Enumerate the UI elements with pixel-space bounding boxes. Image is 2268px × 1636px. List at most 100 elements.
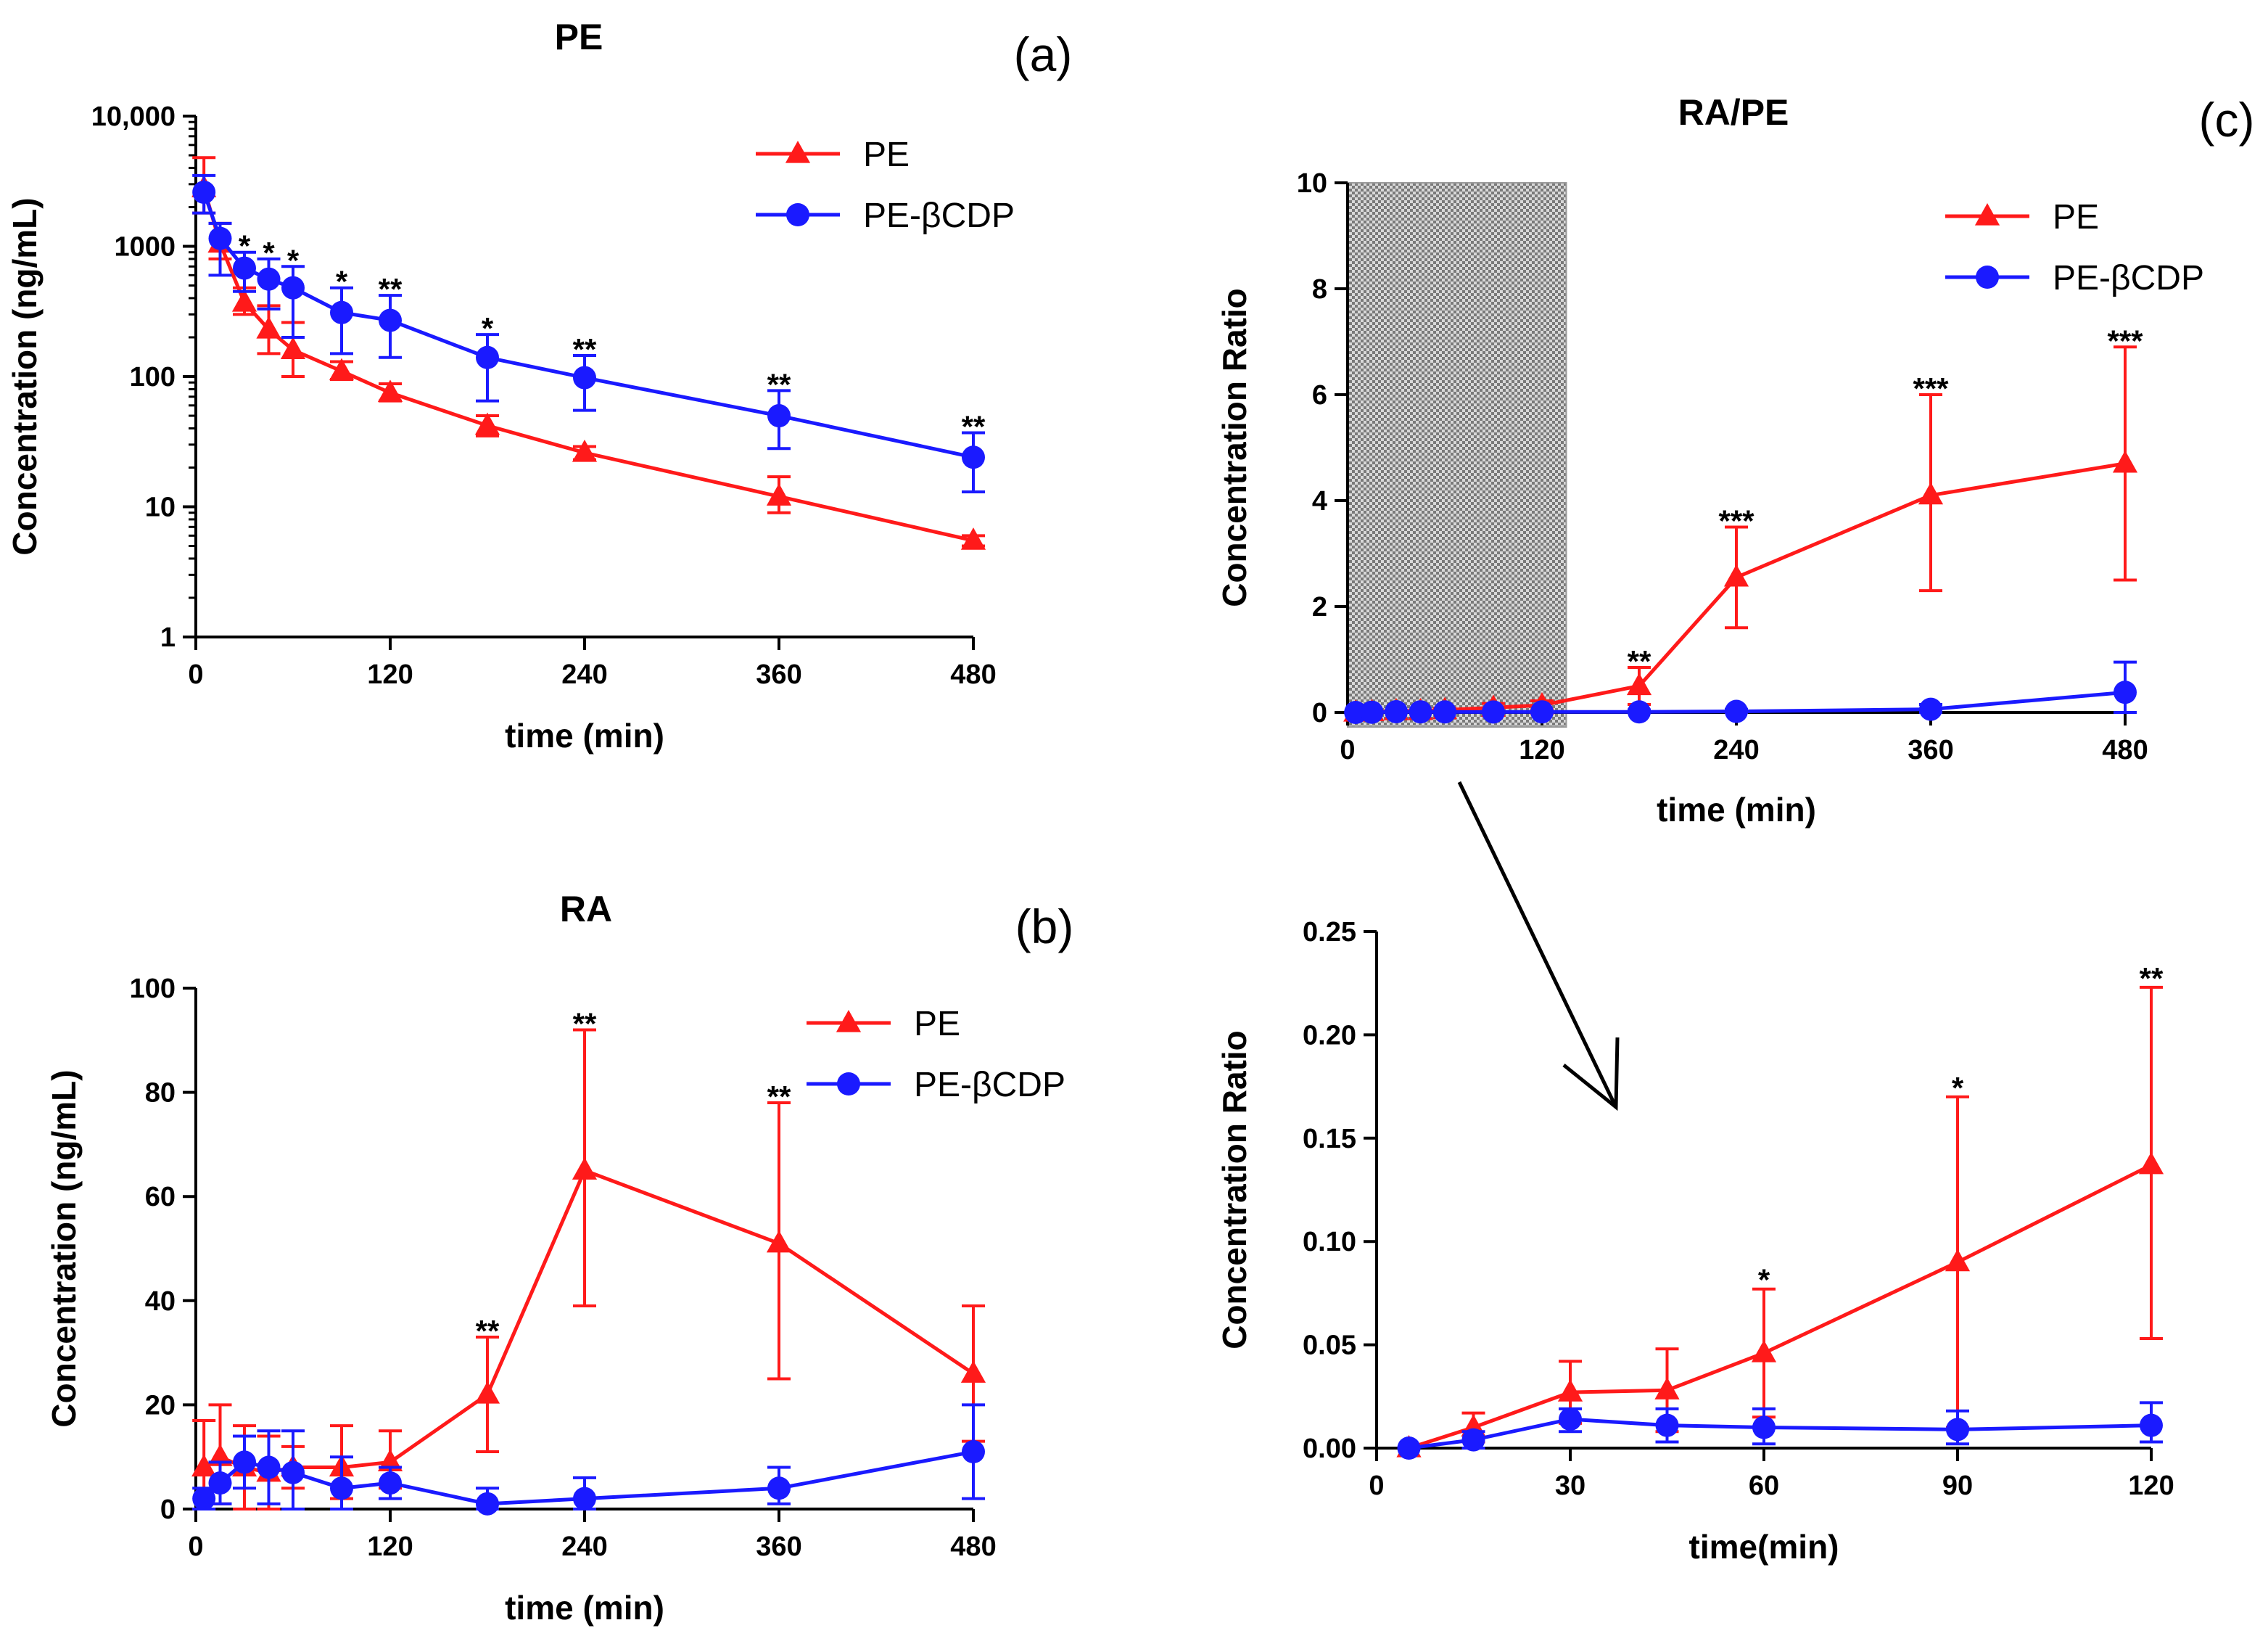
x-tick-label: 480 xyxy=(2102,735,2148,765)
significance-marker: * xyxy=(287,243,300,277)
y-tick-label: 4 xyxy=(1312,486,1327,517)
y-tick-label: 0.20 xyxy=(1303,1020,1356,1051)
significance-marker: ** xyxy=(767,1080,791,1114)
y-tick-label: 80 xyxy=(145,1078,176,1109)
y-axis-label: Concentration (ng/mL) xyxy=(45,1069,83,1427)
significance-marker: ** xyxy=(1628,644,1651,678)
y-axis-label: Concentration Ratio xyxy=(1216,1030,1253,1349)
data-point xyxy=(1752,1415,1776,1439)
series-line xyxy=(202,192,974,459)
data-point xyxy=(280,337,306,359)
significance-marker: ** xyxy=(2140,961,2164,995)
significance-marker: * xyxy=(1952,1071,1964,1105)
significance-marker: ** xyxy=(573,1006,597,1040)
data-point xyxy=(2138,1151,2164,1175)
data-point xyxy=(1530,700,1554,724)
y-tick-label: 0.15 xyxy=(1303,1124,1356,1154)
x-axis-label: time(min) xyxy=(1689,1528,1839,1566)
legend-label: PE-βCDP xyxy=(863,197,1015,235)
data-point xyxy=(379,1471,402,1495)
series-line xyxy=(1408,1163,2153,1450)
legend-label: PE-βCDP xyxy=(914,1066,1065,1104)
significance-marker: *** xyxy=(2107,324,2143,358)
x-tick-label: 0 xyxy=(1340,735,1355,765)
significance-marker: ** xyxy=(379,272,403,306)
x-axis-label: time (min) xyxy=(505,717,664,755)
data-point xyxy=(2114,681,2137,704)
data-point xyxy=(1626,673,1652,696)
data-point xyxy=(330,300,353,324)
arrow-head xyxy=(1562,1037,1620,1111)
y-tick-label: 6 xyxy=(1312,380,1327,411)
y-tick-label: 1 xyxy=(160,622,176,653)
data-point xyxy=(767,404,791,428)
data-point xyxy=(962,445,985,469)
x-tick-label: 240 xyxy=(561,659,607,690)
legend: PE PE-βCDP xyxy=(756,136,1015,235)
chart-c: 0 120 240 360 480 0 2 4 6 8 10 time (min) Concentrat… xyxy=(1216,92,2254,829)
y-axis-label: Concentration (ng/mL) xyxy=(6,197,44,555)
x-tick-label: 360 xyxy=(756,659,801,690)
x-tick-label: 0 xyxy=(188,1532,203,1562)
y-tick-label: 0.25 xyxy=(1303,917,1356,948)
data-point xyxy=(191,1454,217,1477)
data-point xyxy=(1559,1407,1582,1431)
series-pe-bcdp xyxy=(1344,660,2137,724)
x-tick-label: 0 xyxy=(188,659,203,690)
significance-marker: * xyxy=(239,229,251,263)
data-point xyxy=(474,412,500,435)
series-pe xyxy=(191,1028,986,1510)
legend: PE PE-βCDP xyxy=(807,1005,1065,1104)
significance-marker: ** xyxy=(476,1314,500,1348)
panel-label: (c) xyxy=(2199,93,2255,147)
legend-marker xyxy=(1974,203,2000,226)
legend-marker xyxy=(1976,266,1999,289)
legend: PE PE-βCDP xyxy=(1945,198,2204,297)
data-point xyxy=(281,1460,305,1484)
y-tick-label: 0 xyxy=(1312,698,1327,728)
legend-label: PE xyxy=(2053,198,2099,237)
series-pe-bcdp xyxy=(1397,1401,2163,1460)
data-point xyxy=(1409,700,1432,724)
data-point xyxy=(476,1492,499,1516)
chart-title: RA/PE xyxy=(1678,92,1789,133)
data-point xyxy=(330,1476,353,1500)
series-line xyxy=(202,1168,975,1475)
data-point xyxy=(1482,700,1505,724)
data-point xyxy=(257,1455,281,1479)
data-point xyxy=(1344,701,1368,724)
panel-label: (a) xyxy=(1014,28,1073,81)
data-point xyxy=(1385,699,1408,723)
y-tick-label: 40 xyxy=(145,1286,176,1317)
y-tick-label: 10 xyxy=(1297,168,1327,199)
data-point xyxy=(573,366,596,390)
x-tick-label: 30 xyxy=(1555,1471,1585,1501)
data-point xyxy=(1655,1413,1679,1437)
significance-marker: *** xyxy=(1718,504,1754,538)
data-point xyxy=(329,358,355,381)
significance-marker: * xyxy=(482,311,494,345)
y-tick-label: 0.05 xyxy=(1303,1331,1356,1361)
data-point xyxy=(962,1440,985,1464)
series-line xyxy=(1409,1417,2152,1450)
data-point xyxy=(231,289,257,312)
shaded-region xyxy=(1347,182,1567,728)
x-tick-label: 120 xyxy=(1519,735,1564,765)
x-tick-label: 120 xyxy=(367,1532,413,1562)
y-tick-label: 100 xyxy=(130,974,176,1004)
significance-marker: * xyxy=(1758,1263,1770,1297)
data-point xyxy=(257,267,281,291)
legend-label: PE-βCDP xyxy=(2053,259,2204,297)
legend-label: PE xyxy=(863,136,910,174)
data-point xyxy=(766,1230,792,1253)
significance-marker: ** xyxy=(767,367,791,401)
x-tick-label: 240 xyxy=(561,1532,607,1562)
data-point xyxy=(767,1476,791,1500)
y-tick-label: 1000 xyxy=(114,232,176,263)
data-point xyxy=(192,1487,216,1510)
significance-marker: ** xyxy=(962,410,986,444)
data-point xyxy=(208,1471,232,1495)
data-point xyxy=(960,527,986,550)
x-tick-label: 480 xyxy=(950,659,996,690)
x-tick-label: 480 xyxy=(950,1532,996,1562)
